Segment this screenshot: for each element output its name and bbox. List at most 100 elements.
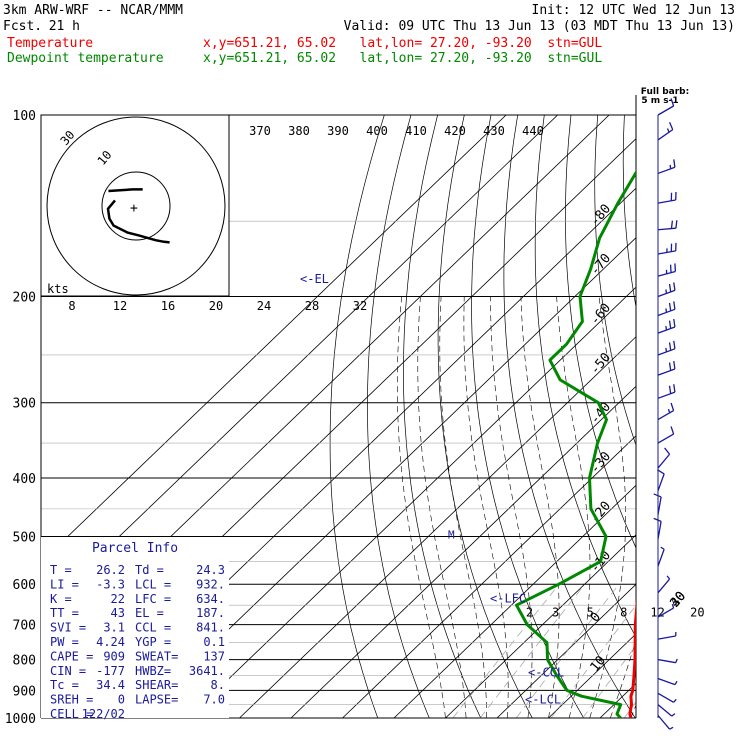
isotherm-label: -50 — [588, 350, 615, 378]
model-title: 3km ARW-WRF -- NCAR/MMM — [3, 3, 183, 18]
hodograph-unit-label: kts — [47, 282, 69, 296]
isotherm-line — [136, 237, 636, 718]
wind-barb-half-feather — [675, 658, 678, 663]
parcel-label-right: LAPSE= — [135, 693, 178, 707]
isotherm-line — [187, 286, 636, 718]
isotherm-line — [445, 534, 636, 718]
wind-barb-feather — [673, 318, 676, 328]
mixing-ratio-line — [479, 583, 586, 718]
wind-barb-half-feather — [671, 604, 675, 609]
wind-barb — [657, 308, 676, 317]
barb-legend-title: Full barb: — [641, 87, 689, 97]
wind-barb — [657, 289, 676, 298]
parcel-value-left: -177 — [96, 664, 125, 678]
moist-adiabat — [439, 296, 487, 718]
mixing-ratio-line — [515, 583, 620, 718]
wind-barb-half-feather — [660, 546, 665, 550]
parcel-label-right: YGP = — [135, 635, 171, 649]
pressure-tick-label: 600 — [13, 578, 36, 593]
pressure-tick-label: 200 — [13, 291, 36, 306]
wind-barb-feather — [670, 426, 675, 435]
wind-barb — [657, 391, 676, 399]
wind-barb-half-feather — [671, 713, 676, 717]
theta-label: 380 — [288, 124, 310, 138]
level-marker: <-LFC — [490, 592, 526, 606]
parcel-label-right: SHEAR= — [135, 678, 178, 692]
wind-barb-feather — [673, 340, 676, 349]
theta-label: 370 — [249, 124, 271, 138]
parcel-label-right: EL = — [135, 606, 164, 620]
dry-adiabat — [367, 115, 430, 718]
pressure-tick-label: 800 — [13, 654, 36, 669]
parcel-label-right: Td = — [135, 563, 164, 577]
hodograph-center-marker: + — [130, 201, 138, 216]
wind-barb — [657, 578, 671, 594]
wind-barb-feather — [664, 447, 671, 455]
theta-label: 440 — [522, 124, 544, 138]
dry-adiabat — [329, 115, 385, 718]
dewpoint-profile — [515, 169, 636, 718]
isotherm-line — [41, 115, 558, 613]
level-marker: <-CCL — [528, 666, 564, 680]
parcel-value-right: 3641. — [189, 664, 225, 678]
wind-barb-feather — [668, 283, 672, 292]
parcel-value-right: 932. — [196, 577, 225, 591]
hodograph-x-label: 20 — [209, 299, 223, 313]
pressure-tick-label: 400 — [13, 472, 36, 487]
parcel-title: Parcel Info — [92, 541, 178, 556]
wind-barb-feather — [653, 493, 662, 498]
parcel-value-right: 634. — [196, 592, 225, 606]
wind-barb-feather — [675, 220, 678, 229]
wind-barb — [657, 326, 676, 334]
parcel-value-left: 122/02 — [82, 707, 125, 721]
wind-barb-half-feather — [666, 128, 670, 133]
wind-barb — [657, 607, 674, 618]
hodograph-storm-trace — [108, 188, 143, 193]
parcel-label-left: T = — [50, 563, 72, 577]
dry-adiabat — [704, 115, 740, 731]
hodograph-x-label: 24 — [257, 299, 271, 313]
legend-dewpoint-name: Dewpoint temperature — [7, 51, 164, 66]
pressure-tick-label: 900 — [13, 684, 36, 699]
parcel-info-panel: Parcel Info T = 26.2 Td = 24.3 LI = -3.3 LCL = 9… — [41, 537, 229, 721]
isotherm-line — [41, 115, 507, 563]
wind-barb — [657, 714, 671, 730]
dry-adiabat — [403, 115, 482, 718]
wind-barb-half-feather — [674, 680, 678, 686]
parcel-value-right: 841. — [196, 621, 225, 635]
wind-barb — [657, 199, 676, 204]
parcel-value-right: 24.3 — [196, 563, 225, 577]
freezing-level-marker: M — [448, 528, 455, 541]
wind-barb — [657, 348, 676, 356]
moist-adiabat — [693, 297, 740, 719]
pressure-tick-label: 300 — [13, 397, 36, 412]
wind-barb-feather — [668, 342, 672, 351]
parcel-label-left: CELL = — [50, 707, 93, 721]
dry-adiabat — [437, 115, 533, 718]
wind-barb — [657, 549, 665, 567]
wind-barb-half-feather — [665, 347, 668, 352]
parcel-label-right: LFC = — [135, 592, 171, 606]
wind-barb — [657, 453, 671, 469]
wind-barb — [657, 704, 673, 717]
wind-barb — [657, 166, 676, 175]
hodograph-x-label: 32 — [353, 299, 367, 313]
pressure-tick-label: 100 — [13, 109, 36, 124]
wind-barb — [657, 658, 676, 664]
parcel-value-left: 0 — [118, 693, 125, 707]
hodograph-x-label: 16 — [161, 299, 175, 313]
isotherm-label: 10 — [588, 653, 610, 675]
legend-temperature-info: x,y=651.21, 65.02 lat,lon= 27.20, -93.20… — [203, 36, 602, 51]
hodograph-x-label: 28 — [305, 299, 319, 313]
wind-barb-half-feather — [665, 308, 668, 313]
mixing-ratio-line — [550, 604, 636, 718]
hodograph-x-label: 12 — [113, 299, 127, 313]
dry-adiabat — [534, 115, 636, 638]
isotherm-line — [393, 484, 636, 718]
parcel-label-left: K = — [50, 592, 72, 606]
wind-barb-half-feather — [673, 698, 677, 703]
wind-barb-feather — [668, 302, 672, 311]
wind-barb — [657, 129, 674, 141]
